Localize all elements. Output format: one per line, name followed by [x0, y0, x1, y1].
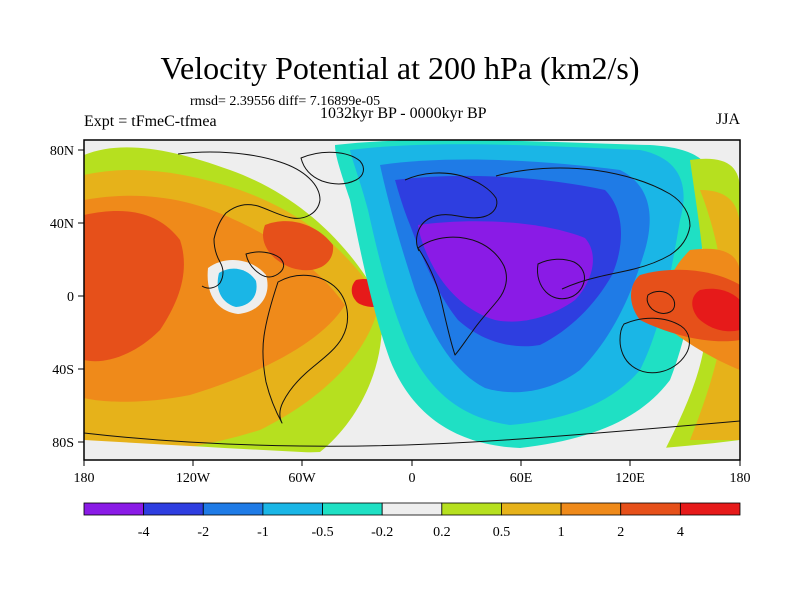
colorbar-swatch [322, 502, 383, 516]
colorbar-swatch [560, 502, 622, 516]
lon-label-60e: 60E [510, 471, 533, 486]
longitude-ticks [83, 460, 741, 466]
lat-label-40n: 40N [50, 217, 74, 232]
colorbar-swatches [83, 502, 741, 516]
colorbar-label: -0.5 [311, 525, 333, 540]
lon-label-120w: 120W [176, 471, 211, 486]
experiment-label: Expt = tFmeC-tfmea [84, 113, 217, 130]
colorbar-swatch [262, 502, 323, 516]
colorbar: -4 -2 -1 -0.5 -0.2 0.2 0.5 1 2 4 [83, 502, 741, 540]
coastlines [84, 151, 740, 447]
lat-label-80s: 80S [52, 436, 74, 451]
colorbar-swatch [679, 502, 741, 516]
lat-label-0: 0 [67, 290, 74, 305]
colorbar-label: 0.5 [493, 525, 511, 540]
colorbar-label: -4 [138, 525, 150, 540]
south-america-coastline [262, 274, 349, 424]
colorbar-label: 4 [677, 525, 684, 540]
indonesia-coastline [646, 290, 676, 314]
stats-label: rmsd= 2.39556 diff= 7.16899e-05 [190, 94, 381, 109]
colorbar-labels: -4 -2 -1 -0.5 -0.2 0.2 0.5 1 2 4 [138, 525, 684, 540]
colorbar-swatch [143, 502, 204, 516]
contour-positive-east-mid [690, 190, 740, 440]
map-title: Velocity Potential at 200 hPa (km2/s) [160, 50, 640, 86]
season-label: JJA [715, 111, 740, 128]
colorbar-label: -2 [197, 525, 209, 540]
longitude-labels: 180 120W 60W 0 60E 120E 180 [74, 471, 751, 486]
contour-peak-east [692, 288, 740, 332]
colorbar-swatch [620, 502, 681, 516]
antarctica-coastline [84, 420, 740, 447]
europe-coastline [404, 172, 498, 252]
colorbar-label: 0.2 [433, 525, 451, 540]
contour-negative-pacific [217, 268, 257, 307]
contour-positive-max-west [84, 211, 184, 362]
lon-label-180e: 180 [730, 471, 751, 486]
lon-label-180w: 180 [74, 471, 95, 486]
colorbar-swatch [441, 502, 502, 516]
asia-coastline [495, 167, 691, 290]
greenland-coastline [300, 151, 364, 185]
lon-label-120e: 120E [615, 471, 645, 486]
north-america-coastline [177, 151, 321, 289]
colorbar-label: 1 [558, 525, 565, 540]
latitude-ticks [78, 149, 84, 443]
latitude-labels: 80N 40N 0 40S 80S [50, 144, 74, 451]
gulf-coast-coastline [245, 251, 285, 278]
colorbar-swatch [83, 502, 145, 516]
africa-coastline [417, 236, 507, 356]
period-label: 1032kyr BP - 0000kyr BP [320, 105, 487, 122]
colorbar-swatch [501, 502, 562, 516]
australia-coastline [619, 317, 690, 374]
colorbar-label: 2 [617, 525, 624, 540]
lat-label-80n: 80N [50, 144, 74, 159]
colorbar-swatch [202, 502, 264, 516]
lon-label-60w: 60W [288, 471, 316, 486]
velocity-potential-contours [84, 140, 740, 460]
india-coastline [537, 258, 585, 300]
map-frame [83, 139, 741, 461]
colorbar-label: -1 [257, 525, 269, 540]
contour-neutral-south [84, 440, 740, 460]
colorbar-label: -0.2 [371, 525, 393, 540]
colorbar-swatch [381, 502, 443, 516]
lat-label-40s: 40S [52, 363, 74, 378]
lon-label-0: 0 [409, 471, 416, 486]
